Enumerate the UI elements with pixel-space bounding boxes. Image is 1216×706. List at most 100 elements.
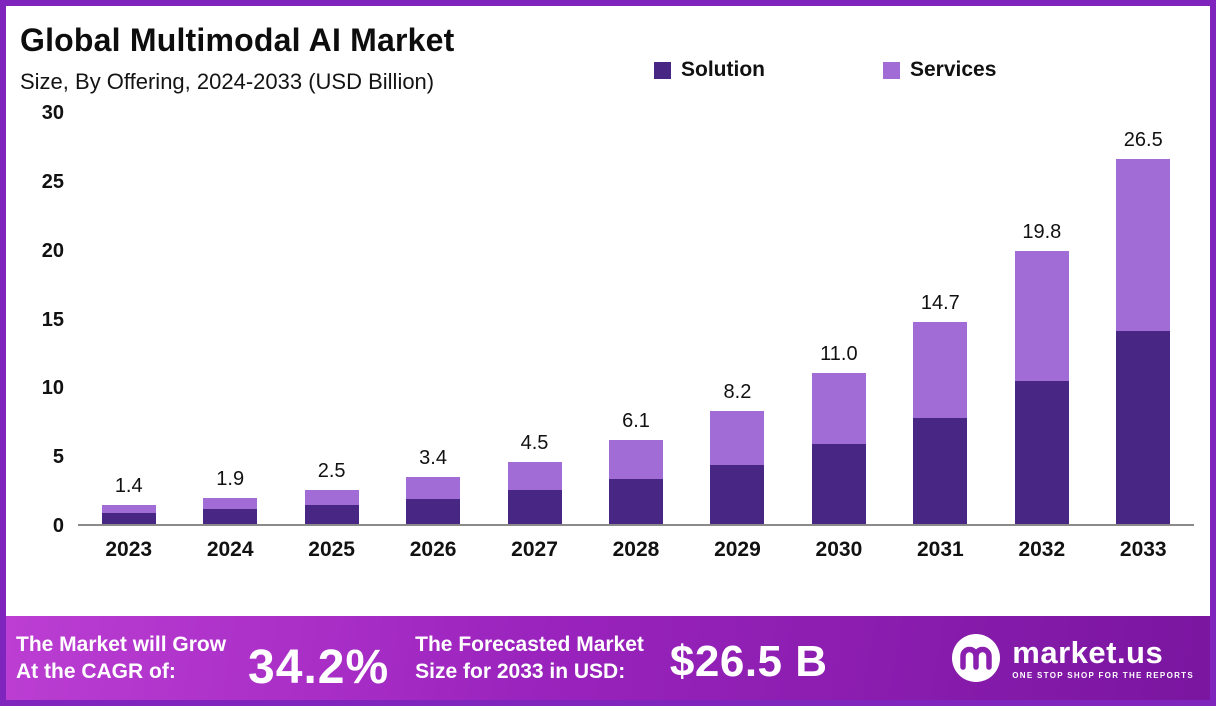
chart-subtitle: Size, By Offering, 2024-2033 (USD Billio…	[20, 69, 435, 94]
bar-segment-services[interactable]	[203, 497, 258, 509]
forecast-label-line2: Size for 2033 in USD:	[415, 660, 626, 683]
bar-group-2029: 8.2	[687, 381, 788, 524]
legend-label-services: Services	[909, 58, 997, 81]
legend-swatch-solution-icon	[654, 61, 671, 79]
bar-group-2026: 3.4	[382, 447, 483, 524]
legend-swatch-services-icon	[882, 61, 900, 79]
page-title: Global Multimodal AI Market	[20, 22, 455, 58]
bar-stack-2033[interactable]	[1116, 159, 1171, 524]
plot-area: 1.4 1.9 2.5 3.4 4.5 6.1 8.2 11.0 14.7 19.8 26.5	[78, 111, 1194, 526]
bottom-banner: The Market will Grow At the CAGR of: 34.…	[6, 616, 1210, 700]
legend-item-solution[interactable]: Solution	[654, 58, 765, 82]
bar-stack-2031[interactable]	[913, 321, 968, 524]
bar-stack-2029[interactable]	[710, 411, 765, 524]
bar-segment-services[interactable]	[507, 462, 562, 490]
y-axis: 0 5 10 15 20 25 30	[14, 102, 78, 537]
y-tick-label: 5	[52, 446, 64, 469]
cagr-label-line1: The Market will Grow	[16, 632, 227, 656]
bar-segment-services[interactable]	[608, 440, 663, 479]
bar-stack-2028[interactable]	[608, 440, 663, 524]
bar-total-label: 2.5	[317, 459, 346, 482]
bar-stack-2024[interactable]	[203, 497, 258, 524]
bar-group-2027: 4.5	[484, 432, 585, 524]
legend-item-services[interactable]: Services	[882, 58, 997, 82]
bar-group-2030: 11.0	[788, 343, 889, 524]
x-axis-label-2029: 2029	[714, 538, 761, 561]
bar-stack-2023[interactable]	[101, 504, 156, 524]
bar-total-label: 1.9	[216, 467, 245, 490]
chart-header: Global Multimodal AI Market Size, By Off…	[6, 6, 1210, 95]
cagr-label-line2: At the CAGR of:	[16, 660, 176, 683]
bar-total-label: 26.5	[1123, 129, 1163, 152]
cagr-label: The Market will Grow At the CAGR of:	[16, 631, 226, 686]
forecast-label: The Forecasted Market Size for 2033 in U…	[415, 631, 644, 686]
bar-stack-2026[interactable]	[406, 477, 461, 524]
bar-total-label: 4.5	[520, 432, 549, 455]
x-axis-label-2030: 2030	[815, 538, 863, 561]
bar-total-label: 1.4	[114, 474, 143, 497]
bar-group-2024: 1.9	[179, 468, 280, 524]
bar-total-label: 11.0	[820, 342, 858, 365]
bar-stack-2025[interactable]	[304, 489, 359, 524]
brand-tagline: ONE STOP SHOP FOR THE REPORTS	[1012, 670, 1194, 680]
x-axis: 2023 2024 2025 2026 2027 2028 2029 2030 2031 2032…	[6, 538, 1210, 562]
bar-segment-solution[interactable]	[811, 444, 866, 524]
y-tick-label: 15	[41, 308, 64, 331]
bar-segment-solution[interactable]	[507, 489, 562, 524]
bar-segment-services[interactable]	[913, 321, 968, 418]
market-us-logo-icon	[952, 634, 1001, 682]
brand-text: market.us ONE STOP SHOP FOR THE REPORTS	[1012, 637, 1194, 680]
bar-segment-services[interactable]	[1116, 159, 1171, 332]
bar-segment-services[interactable]	[304, 489, 359, 505]
bar-group-2032: 19.8	[991, 221, 1092, 524]
x-axis-label-2033: 2033	[1119, 538, 1167, 561]
bar-group-2031: 14.7	[890, 292, 991, 524]
forecast-value: $26.5 B	[669, 637, 828, 686]
bar-group-2023: 1.4	[78, 475, 179, 524]
bar-total-label: 8.2	[723, 381, 752, 404]
bar-segment-solution[interactable]	[913, 418, 968, 524]
x-axis-labels: 2023 2024 2025 2026 2027 2028 2029 2030 2031 2032…	[78, 538, 1194, 562]
bar-segment-solution[interactable]	[1116, 331, 1171, 524]
bar-group-2028: 6.1	[585, 410, 686, 524]
forecast-label-line1: The Forecasted Market	[415, 632, 644, 656]
bar-total-label: 19.8	[1022, 221, 1062, 244]
bar-stack-2032[interactable]	[1014, 251, 1069, 524]
x-axis-label-2032: 2032	[1018, 538, 1066, 561]
bar-total-label: 6.1	[622, 410, 650, 433]
bar-segment-services[interactable]	[1014, 251, 1069, 381]
bar-segment-services[interactable]	[406, 477, 461, 500]
brand-logo[interactable]: market.us ONE STOP SHOP FOR THE REPORTS	[950, 632, 1194, 684]
bar-stack-2030[interactable]	[811, 372, 866, 524]
bar-segment-solution[interactable]	[101, 513, 156, 524]
x-axis-label-2026: 2026	[409, 538, 457, 561]
y-tick-label: 20	[41, 239, 64, 262]
legend: Solution Services	[654, 58, 996, 82]
x-axis-label-2023: 2023	[105, 538, 153, 561]
bar-segment-services[interactable]	[710, 411, 765, 465]
bar-total-label: 3.4	[419, 447, 447, 470]
chart-area: 0 5 10 15 20 25 30 1.4 1.9 2.5 3.4 4.5 6.1 8.2 11.0 14…	[6, 102, 1210, 537]
bar-group-2033: 26.5	[1093, 129, 1194, 524]
x-axis-spacer	[14, 538, 78, 562]
bar-stack-2027[interactable]	[507, 462, 562, 524]
bar-segment-solution[interactable]	[304, 504, 359, 524]
bar-segment-solution[interactable]	[1014, 380, 1069, 524]
bar-segment-solution[interactable]	[406, 499, 461, 524]
bar-segment-solution[interactable]	[710, 464, 765, 524]
bar-segment-services[interactable]	[101, 504, 156, 513]
x-axis-label-2031: 2031	[916, 538, 964, 561]
cagr-value: 34.2%	[248, 640, 390, 694]
brand-name: market.us	[1012, 634, 1164, 670]
bar-segment-solution[interactable]	[608, 478, 663, 524]
x-axis-label-2025: 2025	[308, 538, 355, 561]
x-axis-label-2024: 2024	[206, 538, 254, 561]
bar-total-label: 14.7	[920, 291, 960, 314]
bar-segment-services[interactable]	[811, 372, 866, 445]
y-tick-label: 0	[52, 515, 64, 537]
y-tick-label: 25	[41, 170, 64, 193]
bar-segment-solution[interactable]	[203, 508, 258, 524]
y-tick-label: 30	[41, 102, 64, 124]
bar-group-2025: 2.5	[281, 460, 382, 524]
